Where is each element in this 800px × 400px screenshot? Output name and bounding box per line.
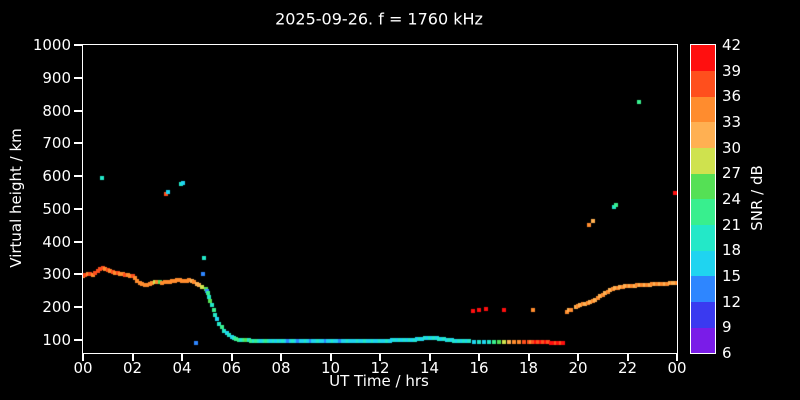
x-tick (82, 353, 84, 361)
y-tick (74, 76, 82, 79)
scatter-canvas (83, 45, 677, 353)
y-tick-label: 400 (42, 232, 71, 251)
colorbar-band (691, 147, 715, 174)
colorbar-tick-label: 15 (722, 267, 742, 285)
y-tick (74, 306, 82, 309)
x-tick-label: 04 (172, 359, 192, 377)
y-tick (74, 240, 82, 243)
x-tick-label: 12 (370, 359, 390, 377)
colorbar-band (691, 250, 715, 277)
y-tick-label: 100 (42, 330, 71, 349)
x-tick (280, 353, 282, 361)
colorbar-band (691, 96, 715, 123)
colorbar-tick-label: 39 (722, 61, 742, 80)
x-tick-label: 16 (469, 359, 489, 377)
colorbar-band (691, 173, 715, 200)
y-tick-label: 300 (42, 265, 71, 284)
y-tick-label: 800 (42, 101, 71, 120)
y-tick-label: 600 (42, 167, 71, 186)
colorbar-axis-label: SNR / dB (748, 165, 766, 231)
y-tick (74, 175, 82, 178)
colorbar-tick-label: 36 (722, 87, 742, 106)
x-tick (329, 353, 332, 361)
y-tick (74, 142, 82, 145)
colorbar-tick-label: 21 (722, 215, 742, 234)
colorbar-band (691, 224, 715, 251)
colorbar-band (691, 199, 715, 226)
x-tick-label: 06 (221, 359, 242, 377)
y-tick-label: 200 (42, 298, 71, 317)
colorbar-band (691, 327, 715, 354)
colorbar-band (691, 301, 715, 328)
x-tick (379, 353, 381, 361)
colorbar-tick-label: 6 (722, 344, 732, 362)
x-tick-label: 20 (568, 359, 588, 377)
x-tick-label: 10 (320, 359, 341, 377)
colorbar-tick-label: 27 (722, 164, 742, 183)
x-tick (478, 353, 480, 361)
y-tick (74, 273, 82, 276)
colorbar-tick-label: 12 (722, 292, 742, 311)
chart-title: 2025-09-26. f = 1760 kHz (275, 9, 483, 29)
x-tick-label: 02 (122, 359, 143, 377)
y-tick-label: 500 (42, 199, 71, 218)
y-tick-label: 900 (42, 68, 71, 87)
x-tick (527, 353, 530, 361)
y-axis-label: Virtual height / km (7, 128, 25, 268)
colorbar-band (691, 122, 715, 149)
x-axis-label: UT Time / hrs (329, 372, 429, 390)
x-tick-label: 22 (617, 359, 638, 377)
y-tick (74, 207, 82, 210)
x-tick-label: 14 (419, 359, 440, 377)
x-tick (131, 353, 134, 361)
x-tick-label: 08 (271, 359, 291, 377)
colorbar-band (691, 70, 715, 97)
colorbar-tick-label: 30 (722, 138, 742, 157)
x-tick (577, 353, 579, 361)
y-tick-label: 700 (42, 134, 71, 153)
x-tick (626, 353, 629, 361)
x-tick (676, 353, 678, 361)
x-tick-label: 18 (518, 359, 539, 377)
x-tick-label: 00 (73, 359, 93, 377)
colorbar-band (691, 45, 715, 72)
x-tick (181, 353, 183, 361)
y-tick (74, 44, 82, 46)
colorbar: 6 9 12 15 18 21 24 27 30 33 36 39 42 (690, 36, 741, 362)
y-tick (74, 338, 82, 341)
x-tick (428, 353, 431, 361)
y-tick-label: 1000 (32, 36, 71, 54)
colorbar-tick-label: 9 (722, 318, 732, 337)
y-tick (74, 109, 82, 112)
colorbar-tick-label: 18 (722, 241, 742, 260)
colorbar-band (691, 276, 715, 303)
colorbar-tick-label: 24 (722, 190, 742, 208)
colorbar-tick-label: 33 (722, 113, 742, 131)
colorbar-tick-label: 42 (722, 36, 742, 54)
plot-area: 100 200 300 400 500 600 700 800 900 1000 00 02 04 06… (33, 36, 687, 377)
x-tick (230, 353, 233, 361)
x-tick-label: 00 (667, 359, 687, 377)
